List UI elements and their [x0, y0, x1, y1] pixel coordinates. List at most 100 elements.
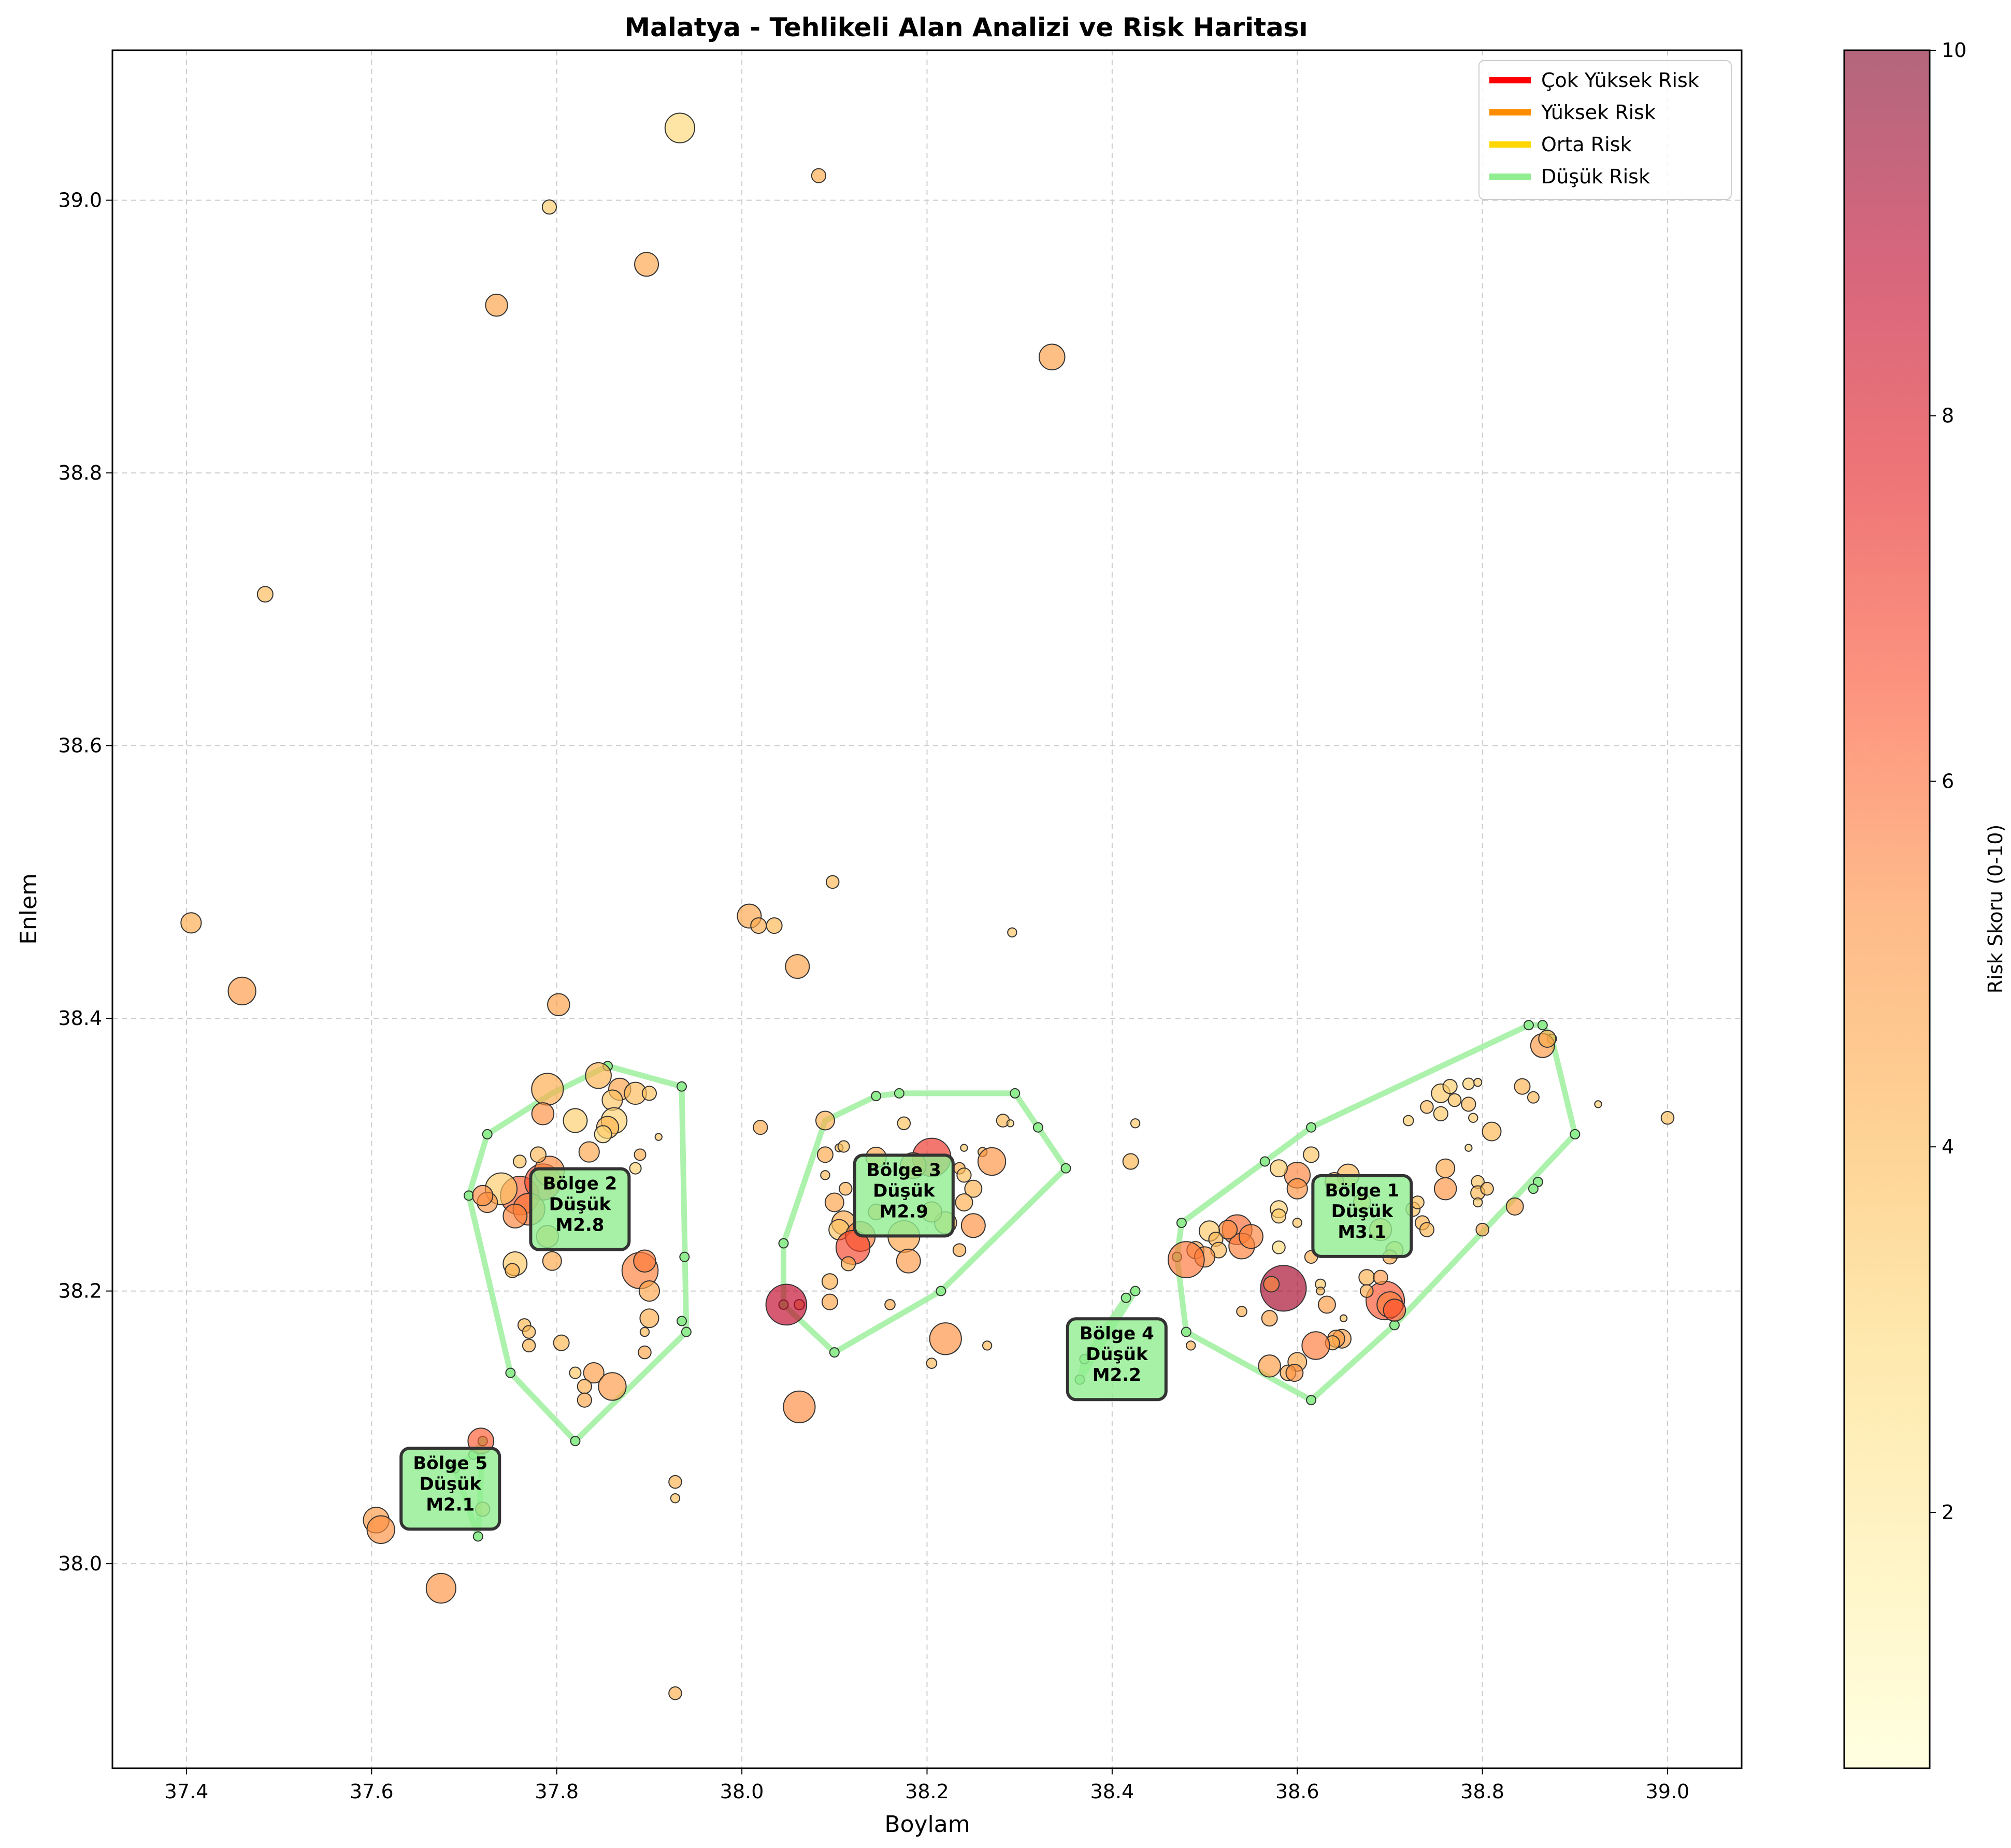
zone-label-text: Bölge 4 Düşük M2.2	[1080, 1323, 1154, 1385]
earthquake-point	[594, 1125, 612, 1144]
zone-hull-vertex-point	[1306, 1395, 1317, 1406]
earthquake-point	[664, 112, 695, 143]
earthquake-point	[753, 1120, 768, 1135]
earthquake-point	[952, 1243, 967, 1257]
y-tick-label: 38.4	[58, 1007, 102, 1030]
y-tick-label: 39.0	[58, 189, 102, 212]
zone-label-line: Bölge 4	[1080, 1323, 1154, 1344]
zone-label-box	[399, 1447, 501, 1531]
earthquake-point	[821, 1273, 838, 1290]
zone-label: Bölge 1 Düşük M3.1	[1311, 1174, 1413, 1258]
earthquake-point	[1271, 1208, 1287, 1224]
earthquake-point	[505, 1263, 520, 1278]
zone-label: Bölge 2 Düşük M2.8	[529, 1167, 631, 1251]
colorbar: Risk Skoru (0-10) 2 4 6 8 10	[1843, 39, 2007, 1769]
earthquake-point	[601, 1089, 623, 1111]
y-tick-label: 38.2	[58, 1280, 102, 1303]
earthquake-point	[896, 1248, 921, 1274]
zone-label-box	[1066, 1317, 1168, 1402]
zone-label-line: M2.1	[426, 1494, 475, 1515]
earthquake-point	[1303, 1146, 1320, 1163]
earthquake-point	[897, 1116, 911, 1131]
earthquake-point	[1594, 1100, 1602, 1108]
earthquake-point	[1411, 1195, 1425, 1209]
earthquake-point	[1373, 1269, 1388, 1285]
earthquake-point	[929, 1322, 962, 1355]
zone-hull-vertex-point	[1528, 1183, 1539, 1194]
earthquake-point	[1660, 1111, 1675, 1125]
earthquake-point	[1360, 1284, 1374, 1298]
zone-hull-vertex-point	[482, 1129, 493, 1139]
zone-label-text: Bölge 5 Düşük M2.1	[413, 1453, 487, 1515]
colorbar-tick-label: 2	[1942, 1501, 1954, 1524]
earthquake-point	[1468, 1113, 1478, 1123]
zone-label-line: M2.9	[880, 1201, 928, 1222]
zone-hull-vertex-point	[894, 1088, 904, 1099]
y-axis-ticks: 38.0 38.2 38.4 38.6 38.8 39.0	[58, 189, 112, 1575]
colorbar-tick-label: 8	[1942, 405, 1954, 427]
earthquake-point	[1272, 1240, 1286, 1254]
earthquake-point	[1442, 1079, 1458, 1094]
earthquake-point	[1464, 1144, 1473, 1152]
legend-item-label: Çok Yüksek Risk	[1541, 69, 1699, 92]
colorbar-label: Risk Skoru (0-10)	[1984, 825, 2007, 994]
earthquake-point	[180, 912, 202, 934]
earthquake-point	[1383, 1298, 1406, 1322]
earthquake-point	[668, 1475, 682, 1489]
earthquake-point	[577, 1392, 592, 1408]
colorbar-tick-label: 10	[1942, 39, 1966, 62]
earthquake-point	[1168, 1241, 1205, 1278]
earthquake-point	[1419, 1222, 1435, 1237]
earthquake-point	[227, 976, 256, 1006]
y-axis-label: Enlem	[16, 873, 42, 945]
earthquake-point	[1270, 1159, 1288, 1178]
zone-label-text: Bölge 3 Düşük M2.9	[867, 1160, 941, 1222]
zone-hull-vertex-point	[1537, 1020, 1548, 1031]
earthquake-point	[1420, 1100, 1434, 1114]
earthquake-point	[926, 1358, 938, 1369]
zone-label-line: Düşük	[873, 1180, 936, 1201]
colorbar-tick-label: 4	[1942, 1135, 1954, 1158]
zone-label-line: Bölge 1	[1325, 1180, 1399, 1201]
earthquake-point	[638, 1280, 660, 1302]
earthquake-point	[1238, 1224, 1263, 1249]
earthquake-point	[824, 1192, 844, 1212]
x-tick-label: 38.8	[1460, 1780, 1504, 1803]
earthquake-point	[1527, 1091, 1540, 1104]
earthquake-point	[785, 954, 810, 979]
earthquake-point	[1261, 1310, 1278, 1327]
earthquake-point	[529, 1146, 547, 1163]
x-tick-label: 37.4	[165, 1780, 209, 1803]
earthquake-point	[668, 1686, 682, 1700]
earthquake-point	[541, 199, 557, 215]
x-tick-label: 37.8	[535, 1780, 579, 1803]
zone-label-line: Düşük	[419, 1474, 482, 1494]
earthquake-point	[960, 1144, 968, 1152]
zone-hull-vertex-point	[1032, 1122, 1043, 1133]
y-tick-label: 38.0	[58, 1552, 102, 1575]
zone-label: Bölge 3 Düşük M2.9	[853, 1153, 955, 1238]
x-tick-label: 38.4	[1090, 1780, 1134, 1803]
earthquake-point	[982, 1340, 993, 1351]
earthquake-point	[1006, 1119, 1014, 1128]
legend-item-label: Düşük Risk	[1541, 165, 1650, 188]
chart-title: Malatya - Tehlikeli Alan Analizi ve Risk…	[624, 12, 1308, 42]
zone-hull-vertex-point	[1010, 1088, 1021, 1099]
zone-label-line: Düşük	[549, 1194, 612, 1215]
earthquake-point	[670, 1493, 681, 1504]
zone-hull-vertex-point	[505, 1367, 516, 1378]
earthquake-point	[765, 1283, 808, 1326]
x-tick-label: 37.6	[350, 1780, 394, 1803]
earthquake-point	[1538, 1030, 1557, 1048]
earthquake-point	[522, 1338, 536, 1353]
zone-label: Bölge 5 Düşük M2.1	[399, 1447, 501, 1531]
zone-hull-vertex-point	[1570, 1129, 1581, 1139]
earthquake-point	[578, 1141, 600, 1163]
earthquake-point	[884, 1299, 896, 1310]
zone-hull-vertex-point	[1259, 1156, 1270, 1167]
zone-label-box	[1311, 1174, 1413, 1258]
earthquake-point	[639, 1308, 659, 1329]
earthquake-point	[1475, 1222, 1489, 1237]
zone-hull-vertex-point	[936, 1286, 946, 1296]
